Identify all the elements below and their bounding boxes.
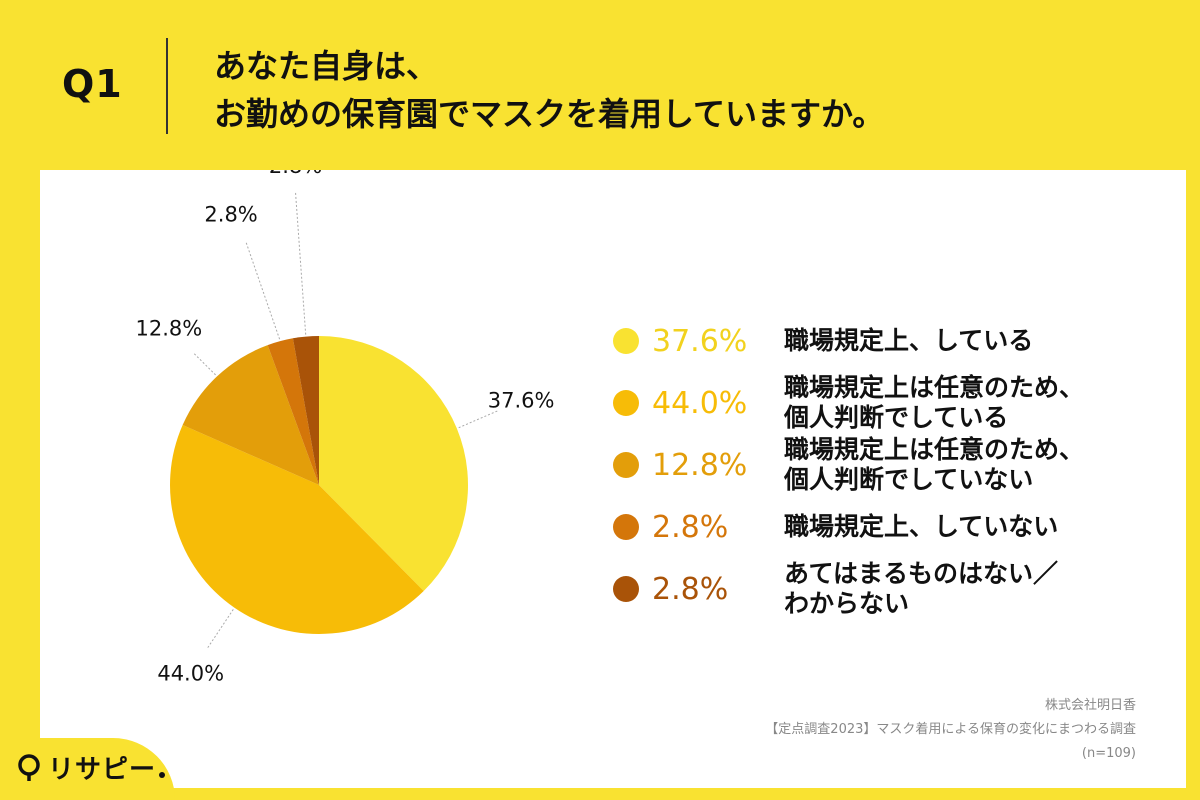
pie-slice bbox=[267, 338, 319, 485]
pie-slice bbox=[170, 424, 424, 634]
slice-label: 2.8% bbox=[204, 202, 257, 226]
slice-label: 44.0% bbox=[157, 662, 224, 686]
question-title-line-1: あなた自身は、 bbox=[214, 47, 439, 85]
pie-slice bbox=[319, 336, 468, 592]
legend-item: 37.6% 職場規定上、している bbox=[608, 310, 1168, 372]
leader-line bbox=[295, 192, 307, 335]
legend-label: 職場規定上、していない bbox=[784, 512, 1059, 541]
pie-chart: 37.6% 44.0% 12.8% 2.8% 2.8% bbox=[136, 170, 555, 686]
location-pin-icon bbox=[18, 753, 40, 781]
source-sample: (n=109) bbox=[1081, 746, 1136, 761]
question-label: Q1 bbox=[62, 62, 123, 106]
legend-item: 12.8% 職場規定上は任意のため、 個人判断でしていない bbox=[608, 434, 1168, 496]
legend-percent: 37.6% bbox=[652, 323, 748, 359]
legend-percent: 12.8% bbox=[652, 447, 748, 483]
leader-line bbox=[206, 609, 234, 649]
legend-dot-icon bbox=[613, 514, 639, 540]
source-company: 株式会社明日香 bbox=[1044, 698, 1136, 713]
legend-label: 職場規定上、している bbox=[784, 326, 1034, 355]
question-title-line-2: お勤めの保育園でマスクを着用していますか。 bbox=[214, 95, 885, 133]
chart-panel: 37.6% 44.0% 12.8% 2.8% 2.8% 37.6% 職場規定上、している… bbox=[40, 170, 1186, 788]
slice-label: 37.6% bbox=[488, 389, 555, 413]
legend: 37.6% 職場規定上、している 44.0% 職場規定上は任意のため、 個人判断… bbox=[608, 310, 1168, 620]
logo: リサピー bbox=[16, 749, 166, 786]
legend-dot-icon bbox=[613, 390, 639, 416]
pie-slice bbox=[292, 336, 319, 485]
slice-label: 2.8% bbox=[269, 170, 322, 178]
legend-percent: 2.8% bbox=[652, 571, 729, 607]
leader-line bbox=[458, 410, 498, 429]
legend-item: 44.0% 職場規定上は任意のため、 個人判断でしている bbox=[608, 372, 1168, 434]
header-divider bbox=[166, 38, 168, 134]
legend-dot-icon bbox=[613, 452, 639, 478]
legend-dot-icon bbox=[613, 576, 639, 602]
logo-text: リサピー bbox=[48, 755, 157, 785]
pie-slice bbox=[182, 345, 319, 485]
source-survey: 【定点調査2023】マスク着用による保育の変化にまつわる調査 bbox=[765, 722, 1136, 737]
legend-item: 2.8% あてはまるものはない／ わからない bbox=[608, 558, 1168, 620]
logo-dot bbox=[159, 771, 166, 778]
source-note: 株式会社明日香 【定点調査2023】マスク着用による保育の変化にまつわる調査 (… bbox=[765, 694, 1136, 766]
legend-item: 2.8% 職場規定上、していない bbox=[608, 496, 1168, 558]
leader-line bbox=[245, 241, 281, 340]
legend-label: 職場規定上は任意のため、 個人判断でしている bbox=[784, 373, 1085, 432]
slice-label: 12.8% bbox=[136, 317, 203, 341]
logo-area: リサピー bbox=[0, 738, 175, 800]
legend-label: 職場規定上は任意のため、 個人判断でしていない bbox=[784, 435, 1085, 494]
legend-percent: 2.8% bbox=[652, 509, 729, 545]
legend-label: あてはまるものはない／ わからない bbox=[784, 559, 1059, 618]
legend-dot-icon bbox=[613, 328, 639, 354]
leader-line bbox=[193, 353, 216, 376]
question-title: あなた自身は、 お勤めの保育園でマスクを着用していますか。 bbox=[214, 42, 884, 138]
legend-percent: 44.0% bbox=[652, 385, 748, 421]
